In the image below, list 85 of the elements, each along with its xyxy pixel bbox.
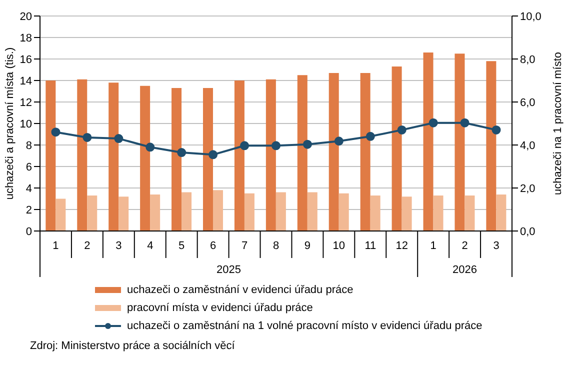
point bbox=[366, 132, 375, 141]
y2-tick-label: 10,0 bbox=[520, 11, 542, 23]
point bbox=[51, 128, 60, 137]
bar bbox=[307, 192, 318, 231]
point bbox=[428, 118, 438, 128]
x-tick-label: 1 bbox=[52, 240, 59, 252]
bar bbox=[433, 196, 444, 231]
x-tick-label: 9 bbox=[304, 240, 311, 252]
x-tick-label: 10 bbox=[332, 240, 346, 252]
point bbox=[240, 141, 250, 150]
y-tick-label: 14 bbox=[20, 76, 32, 88]
y-axis-title: uchazeči a pracovní místa (tis.) bbox=[4, 47, 16, 200]
x-tick-label: 7 bbox=[241, 240, 248, 252]
text: 2025 bbox=[216, 264, 242, 276]
y2-tick-label: 4,0 bbox=[520, 140, 536, 152]
point bbox=[492, 125, 501, 134]
point bbox=[114, 134, 124, 144]
x-tick-label: 4 bbox=[147, 240, 154, 252]
point bbox=[397, 125, 406, 134]
point bbox=[208, 150, 218, 160]
y-tick-label: 10 bbox=[20, 118, 32, 130]
bar bbox=[87, 196, 98, 231]
legend-label: uchazeči o zaměstnání na 1 volné pracovní místo v evidenci úřadu práce bbox=[127, 320, 482, 332]
bar bbox=[118, 196, 129, 231]
bar bbox=[360, 72, 370, 231]
bar bbox=[266, 79, 276, 231]
legend-label: pracovní místa v evidenci úřadu práce bbox=[127, 302, 313, 314]
y-tick-label: 0 bbox=[26, 226, 32, 238]
text: 2026 bbox=[452, 264, 478, 276]
text: Zdroj: Ministerstvo práce a sociálních věcí bbox=[30, 340, 235, 352]
point bbox=[460, 118, 470, 128]
y-tick-label: 18 bbox=[20, 32, 32, 44]
point bbox=[272, 141, 280, 150]
bar bbox=[77, 79, 88, 231]
bar bbox=[423, 52, 434, 231]
x-tick-label: 1 bbox=[430, 240, 436, 252]
point bbox=[334, 136, 344, 146]
y2-axis-title: uchazeči na 1 pracovní místo bbox=[552, 52, 564, 196]
x-tick-label: 6 bbox=[210, 240, 216, 252]
bar bbox=[338, 193, 349, 231]
y-tick-label: 12 bbox=[20, 97, 32, 109]
bar bbox=[392, 66, 402, 231]
bar bbox=[496, 194, 506, 231]
bar bbox=[46, 80, 56, 231]
bar bbox=[276, 192, 286, 231]
x-tick-label: 2 bbox=[84, 240, 90, 252]
x-tick-label: 2 bbox=[462, 240, 468, 252]
x-tick-label: 11 bbox=[364, 240, 376, 252]
x-tick-label: 12 bbox=[396, 240, 408, 252]
y2-tick-label: 6,0 bbox=[520, 97, 536, 109]
bar bbox=[202, 88, 213, 231]
bar bbox=[402, 196, 412, 231]
bar bbox=[297, 75, 308, 231]
bar bbox=[454, 54, 465, 231]
x-tick-label: 3 bbox=[493, 240, 500, 252]
y-tick-label: 20 bbox=[20, 11, 32, 23]
point bbox=[302, 140, 312, 149]
bar bbox=[150, 194, 160, 231]
point bbox=[177, 148, 186, 158]
y2-tick-label: 8,0 bbox=[520, 54, 536, 66]
y-tick-label: 16 bbox=[20, 54, 32, 66]
bar bbox=[328, 72, 339, 231]
legend-label: uchazeči o zaměstnání v evidenci úřadu práce bbox=[127, 284, 354, 296]
bar bbox=[370, 196, 380, 231]
bar bbox=[140, 86, 150, 231]
bar bbox=[486, 61, 496, 231]
y-tick-label: 2 bbox=[26, 204, 32, 216]
x-tick-label: 8 bbox=[272, 240, 280, 252]
bar bbox=[244, 193, 254, 231]
point bbox=[82, 132, 92, 142]
bar bbox=[212, 190, 223, 231]
bar bbox=[172, 88, 182, 231]
y-tick-label: 4 bbox=[26, 183, 32, 195]
bar bbox=[182, 192, 192, 231]
x-tick-label: 5 bbox=[178, 240, 185, 252]
bar bbox=[108, 82, 119, 231]
y2-tick-label: 0,0 bbox=[520, 226, 536, 238]
point bbox=[146, 142, 155, 152]
bar bbox=[56, 198, 66, 231]
bar bbox=[234, 80, 244, 231]
bar bbox=[464, 196, 475, 231]
x-tick-label: 3 bbox=[116, 240, 122, 252]
y2-tick-label: 2,0 bbox=[520, 183, 536, 195]
y-tick-label: 8 bbox=[26, 140, 32, 152]
y-tick-label: 6 bbox=[26, 162, 32, 174]
